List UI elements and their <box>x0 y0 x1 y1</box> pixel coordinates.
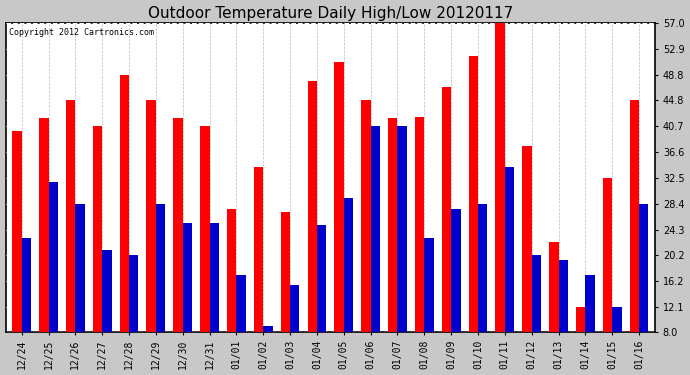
Bar <box>505 167 514 332</box>
Bar <box>335 62 344 332</box>
Bar <box>451 209 460 332</box>
Bar <box>576 306 585 332</box>
Bar <box>388 118 397 332</box>
Bar <box>585 275 595 332</box>
Bar <box>478 204 487 332</box>
Bar <box>308 81 317 332</box>
Bar <box>66 100 75 332</box>
Bar <box>522 146 532 332</box>
Bar <box>362 100 371 332</box>
Bar <box>442 87 451 332</box>
Bar <box>156 204 166 332</box>
Title: Outdoor Temperature Daily High/Low 20120117: Outdoor Temperature Daily High/Low 20120… <box>148 6 513 21</box>
Bar <box>630 100 639 332</box>
Bar <box>183 223 192 332</box>
Bar <box>48 182 58 332</box>
Bar <box>415 117 424 332</box>
Bar <box>558 260 568 332</box>
Bar <box>424 238 434 332</box>
Bar <box>639 204 649 332</box>
Bar <box>129 255 139 332</box>
Bar <box>227 209 237 332</box>
Bar <box>371 126 380 332</box>
Bar <box>39 118 48 332</box>
Bar <box>102 251 112 332</box>
Bar <box>75 204 85 332</box>
Bar <box>290 285 299 332</box>
Text: Copyright 2012 Cartronics.com: Copyright 2012 Cartronics.com <box>9 28 154 37</box>
Bar <box>612 306 622 332</box>
Bar <box>281 213 290 332</box>
Bar <box>119 75 129 332</box>
Bar <box>146 100 156 332</box>
Bar <box>603 178 612 332</box>
Bar <box>495 23 505 332</box>
Bar <box>469 56 478 332</box>
Bar <box>200 126 210 332</box>
Bar <box>264 326 273 332</box>
Bar <box>344 198 353 332</box>
Bar <box>92 126 102 332</box>
Bar <box>549 242 558 332</box>
Bar <box>12 131 21 332</box>
Bar <box>397 126 407 332</box>
Bar <box>21 238 31 332</box>
Bar <box>317 225 326 332</box>
Bar <box>173 118 183 332</box>
Bar <box>532 255 541 332</box>
Bar <box>210 223 219 332</box>
Bar <box>254 167 264 332</box>
Bar <box>237 275 246 332</box>
